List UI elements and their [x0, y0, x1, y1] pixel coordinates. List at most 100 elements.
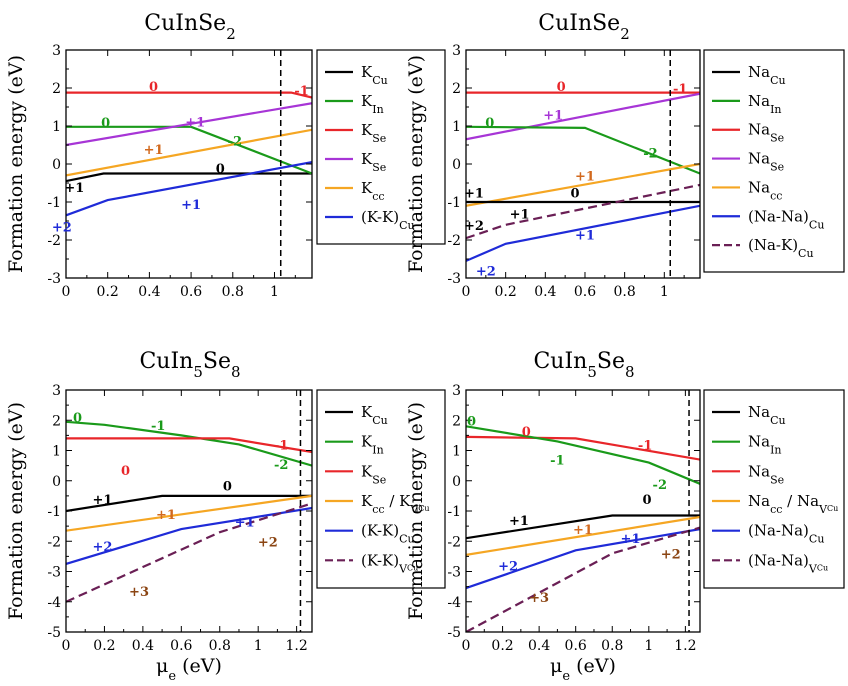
series-group [66, 420, 312, 603]
y-axis-label: Formation energy (eV) [5, 55, 27, 273]
y-tick-label: 0 [452, 157, 461, 173]
y-tick-label: -2 [447, 233, 461, 249]
series-line-1 [66, 172, 312, 183]
x-tick-label: 0.4 [528, 638, 550, 654]
x-tick-label: 0.8 [614, 284, 636, 300]
charge-state-label: -1 [550, 454, 564, 469]
x-tick-label: 1 [644, 638, 653, 654]
charge-state-label: -2 [228, 134, 242, 149]
charge-state-label: -1 [151, 419, 165, 434]
charge-state-label: -1 [274, 438, 288, 453]
charge-state-label: +1 [64, 181, 84, 196]
y-tick-label: 1 [452, 444, 461, 460]
charge-state-label: -1 [673, 82, 687, 97]
charge-state-label: 0 [522, 425, 531, 440]
charge-state-label: +1 [464, 187, 484, 202]
series-line-2 [66, 437, 312, 454]
legend-entry-label: KSe [361, 121, 386, 145]
x-tick-label: 0 [462, 638, 471, 654]
y-tick-label: -3 [447, 271, 461, 287]
x-tick-label: 0.2 [491, 638, 513, 654]
charge-state-label: +1 [543, 109, 563, 124]
charge-state-label: -1 [638, 438, 652, 453]
legend-entry-label: Nacc [748, 178, 782, 202]
y-tick-label: 3 [452, 383, 461, 399]
x-tick-label: 0.2 [495, 284, 517, 300]
legend-entry-label: NaCu [748, 403, 786, 427]
series-line-6 [466, 526, 700, 632]
y-tick-label: 0 [452, 474, 461, 490]
series-line-5 [66, 506, 312, 565]
charge-state-label: 0 [73, 411, 82, 426]
series-line-1 [466, 435, 700, 461]
charge-state-label: -2 [653, 478, 667, 493]
chart-panel-2: CuInSe2 0 0.2 0.4 0.6 0.8 1 -3 -2 -1 0 1 2 3 Formation… [405, 11, 845, 300]
legend-entry-label: (K-K)VCu [361, 551, 418, 575]
charge-state-label: +3 [129, 585, 149, 600]
y-tick-label: 2 [452, 413, 461, 429]
charge-state-label: +1 [156, 508, 176, 523]
charge-state-label: 0 [571, 187, 580, 202]
legend-entry-label: NaSe [748, 121, 784, 145]
x-tick-label: 0.4 [534, 284, 556, 300]
y-tick-label: -1 [47, 504, 61, 520]
series-line-2 [466, 425, 700, 485]
legend-entry-label: KIn [361, 433, 384, 457]
charge-state-label: -2 [274, 458, 288, 473]
chart-panel-1: CuInSe2 0 0.2 0.4 0.6 0.8 1 -3 -2 -1 0 1 2 3 Formation… [5, 11, 446, 300]
y-tick-label: -3 [447, 565, 461, 581]
legend-box [316, 49, 446, 245]
legend-box [703, 49, 845, 273]
legend-entry-label: (Na-K)Cu [748, 236, 814, 260]
charge-state-label: +1 [621, 532, 641, 547]
charge-state-label: +1 [181, 198, 201, 213]
charge-state-label: +1 [144, 143, 164, 158]
legend-entry-label: NaCu [748, 63, 786, 87]
charge-state-label: 0 [216, 162, 225, 177]
charge-state-label: 0 [485, 116, 494, 131]
y-tick-label: -2 [47, 233, 61, 249]
y-axis-label: Formation energy (eV) [5, 402, 27, 620]
legend-entry-label: (Na-Na)Cu [748, 207, 824, 231]
legend-entry-label: KIn [361, 92, 384, 116]
x-tick-label: 0.6 [574, 284, 596, 300]
series-line-2 [466, 92, 700, 141]
x-tick-label: 0.4 [138, 284, 160, 300]
panel-title: CuInSe2 [538, 11, 630, 43]
x-tick-label: 1.2 [674, 638, 696, 654]
y-tick-label: 2 [52, 81, 61, 97]
panel-title: CuIn5Se8 [139, 349, 240, 381]
charge-state-label: +2 [464, 219, 484, 234]
legend-entry-label: KSe [361, 462, 386, 486]
charge-state-label: 0 [557, 80, 566, 95]
x-tick-label: 0 [462, 284, 471, 300]
y-tick-label: -2 [447, 534, 461, 550]
charge-state-label: +1 [93, 493, 113, 508]
x-tick-label: 1.2 [285, 638, 307, 654]
charge-state-label: +1 [509, 514, 529, 529]
legend-entry-label: KCu [361, 63, 388, 87]
y-tick-label: 3 [52, 43, 61, 59]
series-line-3 [466, 514, 700, 540]
x-tick-label: 0.6 [565, 638, 587, 654]
x-tick-label: 0.4 [132, 638, 154, 654]
charge-state-label: +1 [510, 207, 530, 222]
x-tick-label: 0 [62, 284, 71, 300]
x-tick-label: 0.2 [97, 284, 119, 300]
y-tick-label: -2 [47, 534, 61, 550]
x-tick-label: 0.2 [93, 638, 115, 654]
y-tick-label: 0 [52, 157, 61, 173]
charge-state-label: +2 [476, 264, 496, 279]
y-tick-label: 1 [452, 119, 461, 135]
charge-state-label: +1 [575, 228, 595, 243]
x-tick-label: 0.6 [180, 284, 202, 300]
series-line-3 [66, 494, 312, 513]
series-line-4 [466, 162, 700, 207]
series-line-6 [66, 161, 312, 217]
series-line-5 [466, 528, 700, 590]
legend-entry-label: NaIn [748, 433, 782, 457]
legend-box [703, 389, 845, 589]
plot-frame [65, 389, 313, 633]
